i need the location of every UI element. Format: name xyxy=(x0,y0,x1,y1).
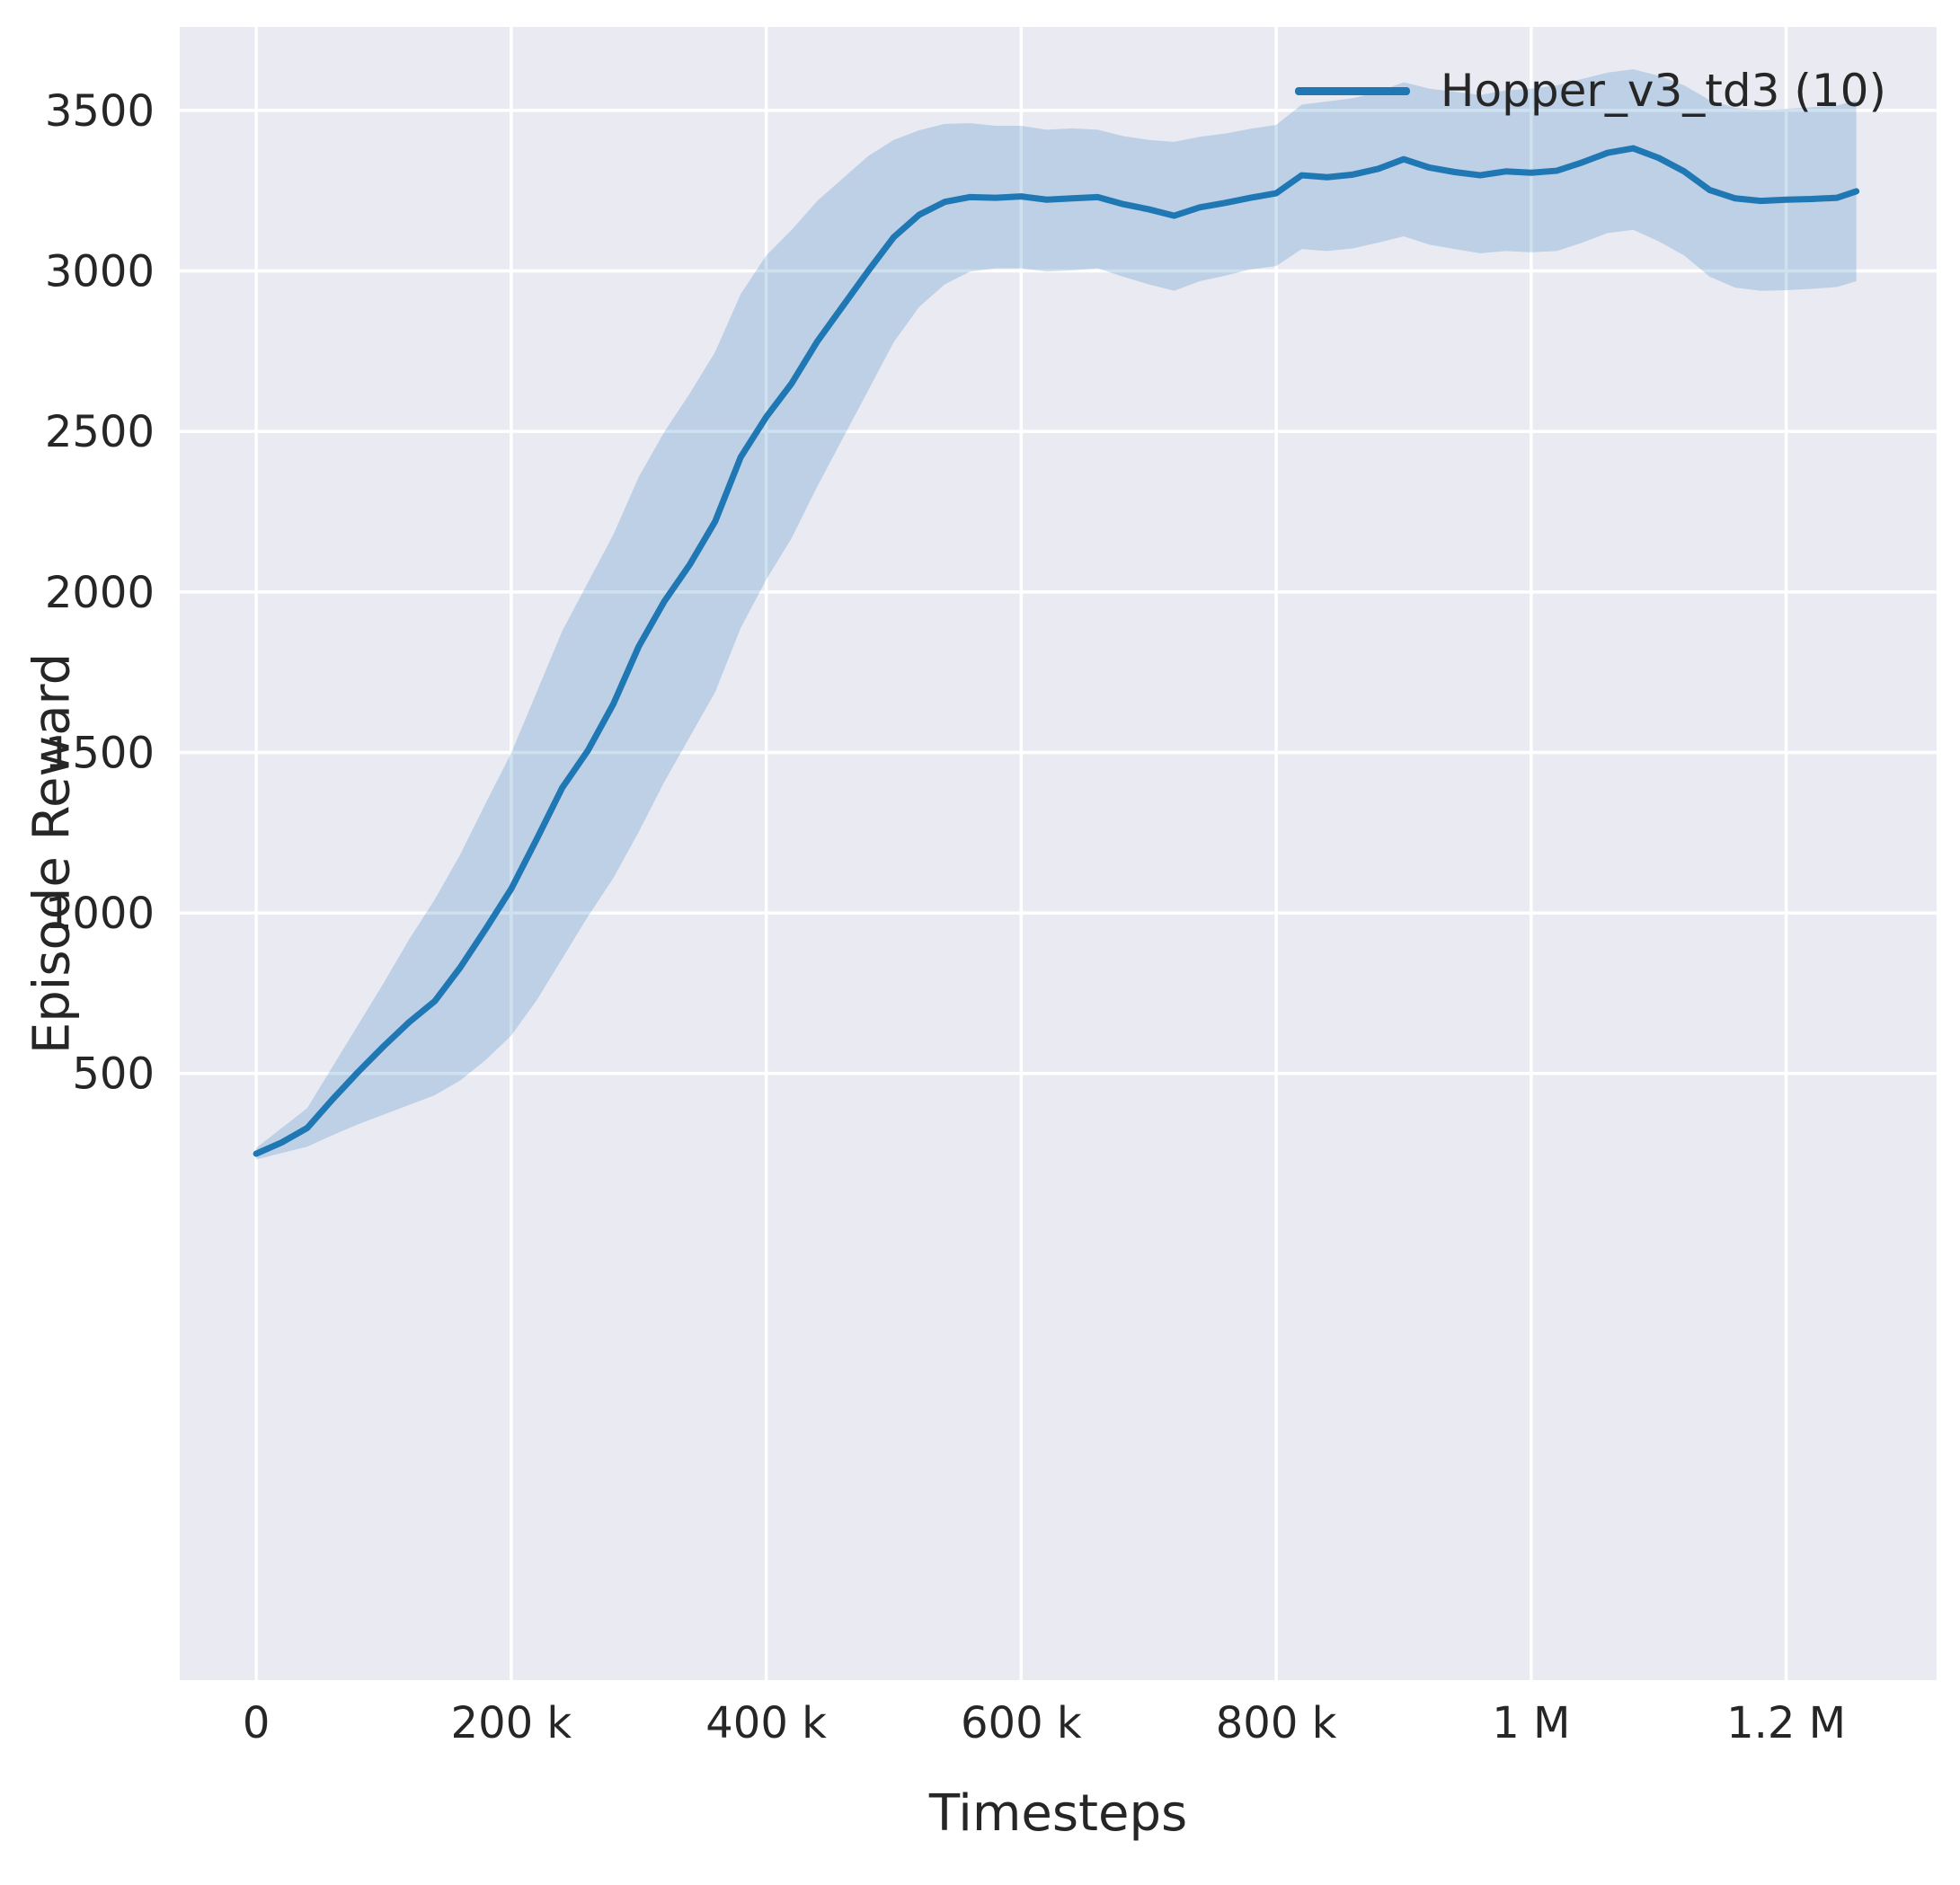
y-tick-label: 3500 xyxy=(45,86,155,137)
y-tick-label: 1500 xyxy=(45,728,155,778)
y-tick-label: 2000 xyxy=(45,568,155,618)
x-tick-label: 1 M xyxy=(1492,1698,1570,1748)
plot-background xyxy=(180,27,1937,1680)
y-tick-label: 2500 xyxy=(45,407,155,457)
legend-label: Hopper_v3_td3 (10) xyxy=(1440,65,1886,117)
legend-line-swatch xyxy=(1294,86,1410,95)
y-tick-label: 3000 xyxy=(45,247,155,297)
x-tick-label: 200 k xyxy=(451,1698,572,1748)
x-tick-label: 800 k xyxy=(1216,1698,1337,1748)
x-tick-label: 400 k xyxy=(705,1698,827,1748)
y-tick-label: 1000 xyxy=(45,889,155,939)
x-tick-label: 1.2 M xyxy=(1726,1698,1846,1748)
y-tick-label: 500 xyxy=(72,1049,155,1100)
legend: Hopper_v3_td3 (10) xyxy=(1294,65,1886,117)
y-axis-label: Episode Reward xyxy=(22,652,82,1055)
x-tick-label: 0 xyxy=(243,1698,270,1748)
x-tick-label: 600 k xyxy=(961,1698,1082,1748)
mean-line xyxy=(253,145,1860,1157)
x-axis-label: Timesteps xyxy=(928,1784,1188,1843)
